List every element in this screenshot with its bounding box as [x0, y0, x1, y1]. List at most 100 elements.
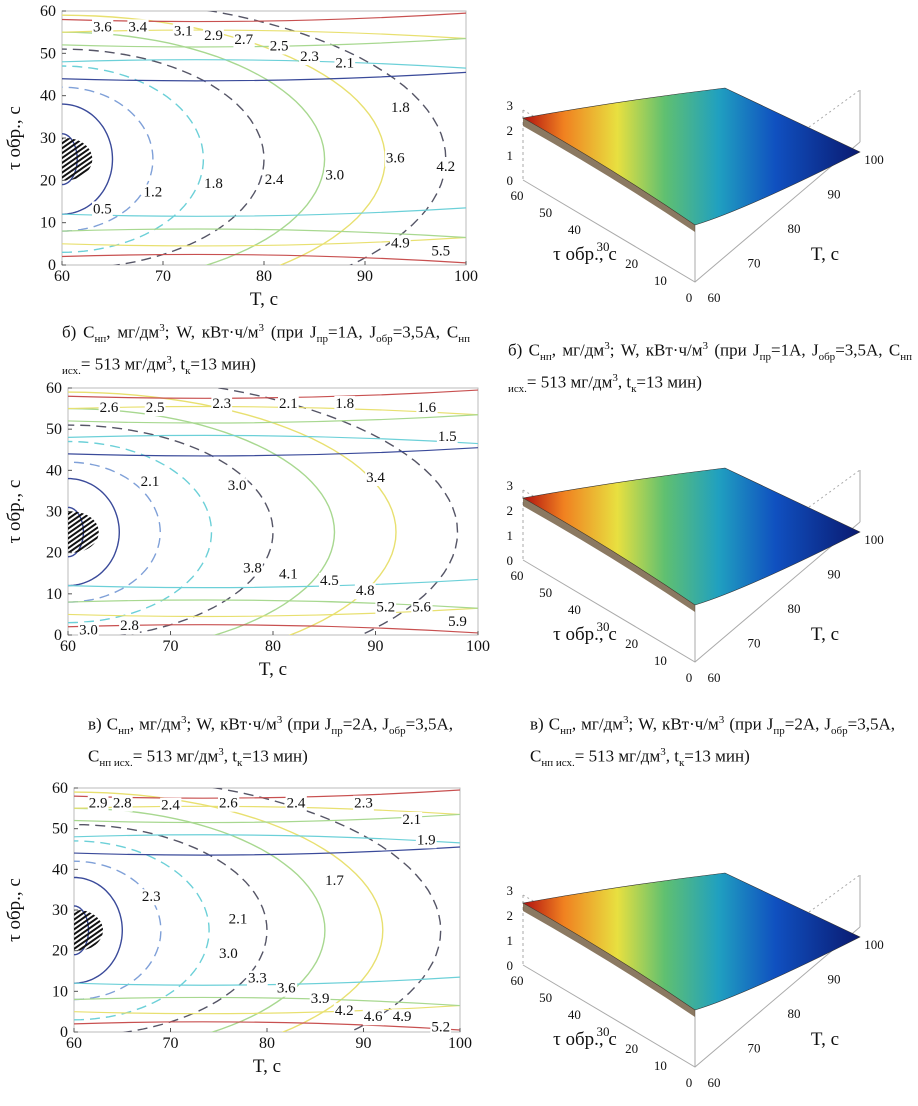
contour-label: 2.1 — [279, 396, 298, 412]
contour-label-bg — [211, 395, 233, 412]
contour-plot-a: 3.6 3.4 3.1 2.9 2.7 2.5 2.3 2.1 0.5 1.2 1.8 2.4 3.0 3… — [4, 3, 478, 310]
contour-label-bg — [233, 32, 255, 49]
contour-label: 1.9 — [417, 832, 436, 848]
caption-part: в) С — [530, 714, 561, 734]
x-tick-label: 70 — [748, 256, 761, 271]
contour-label: 3.6 — [277, 981, 296, 997]
z-tick-label: 1 — [507, 148, 514, 163]
contour-label-bg — [218, 946, 239, 963]
caption-part: = 513 мг/дм — [526, 372, 613, 392]
contour-label-bg — [354, 583, 376, 600]
caption-b-right: б) Снп, мг/дм3; W, кВт·ч/м3 (при Jпр=1А,… — [508, 336, 912, 400]
caption-part: к — [631, 383, 637, 396]
contour-label: 5.2 — [376, 600, 395, 616]
caption-part: к — [236, 757, 243, 770]
contour-label-bg — [375, 599, 397, 616]
contour-line — [62, 59, 466, 69]
contour-label: 2.9 — [204, 28, 223, 44]
contour-line — [62, 236, 466, 247]
caption-part: =13 мин) — [636, 372, 702, 392]
caption-part: =2А, J — [342, 714, 390, 734]
y-tick-label: 0 — [60, 1024, 68, 1041]
y-tick-label: 0 — [686, 1075, 693, 1090]
y-tick-label: 50 — [52, 821, 68, 838]
contour-label: 2.1 — [335, 55, 354, 71]
contour-line — [62, 228, 466, 239]
contour-label-bg — [87, 795, 109, 812]
contour-label-bg — [430, 1019, 452, 1036]
contour-label-bg — [353, 795, 374, 812]
z-tick-label: 1 — [507, 528, 514, 543]
contour-label-bg — [389, 99, 411, 116]
z-tick-label: 2 — [507, 908, 514, 923]
caption-part: , t — [171, 354, 186, 374]
contour-label-bg — [78, 622, 99, 639]
contour-label-bg — [227, 911, 249, 928]
y-tick-label: 0 — [54, 627, 62, 644]
contour-label: 3.0 — [228, 478, 247, 494]
caption-part: 3 — [604, 340, 610, 352]
contour-label: 5.6 — [412, 600, 431, 616]
plot-area — [73, 787, 461, 1033]
y-tick-label: 40 — [568, 602, 581, 617]
caption-part: (при J — [724, 714, 774, 734]
y-tick-label: 30 — [52, 902, 68, 919]
contour-label-bg — [263, 171, 285, 188]
caption-part: обр — [389, 725, 406, 738]
contour-line — [68, 578, 478, 589]
contour-label-bg — [172, 23, 194, 40]
x-tick-label: 90 — [828, 972, 841, 987]
x-tick-label: 90 — [368, 638, 384, 655]
contour-label-bg — [92, 19, 114, 36]
caption-part: пр — [773, 725, 785, 738]
caption-part: пр — [759, 351, 772, 364]
caption-part: 3 — [702, 340, 709, 352]
caption-part: (при J — [264, 322, 317, 342]
contour-label: 1.2 — [144, 184, 163, 200]
caption-part: , мг/дм — [571, 714, 624, 734]
contour-label-bg — [324, 167, 346, 184]
caption-part: 3 — [166, 354, 172, 367]
z-tick-label: 0 — [507, 958, 514, 973]
x-tick-label: 70 — [155, 268, 171, 285]
contour-line — [62, 207, 466, 217]
caption-part: , t — [223, 746, 237, 766]
x-tick-label: 60 — [60, 638, 76, 655]
y-tick-label: 60 — [511, 568, 524, 583]
y-tick-label: 40 — [46, 462, 62, 479]
caption-part: 3 — [276, 714, 283, 726]
y-tick-label: 50 — [539, 990, 552, 1005]
contour-line — [62, 29, 466, 40]
y-tick-label: 40 — [568, 222, 581, 237]
contour-label-bg — [365, 470, 387, 487]
y-tick-label: 20 — [625, 636, 638, 651]
contour-line — [74, 807, 326, 1032]
y-axis-label: τ обр., с — [553, 624, 617, 645]
x-tick-label: 60 — [708, 670, 721, 685]
contour-line — [62, 31, 326, 265]
contour-label-bg — [436, 428, 458, 445]
contour-label: 3.9 — [311, 991, 330, 1007]
y-tick-label: 20 — [40, 172, 56, 189]
contour-label-bg — [160, 797, 182, 814]
contour-label: 2.9 — [89, 796, 108, 812]
contour-label: 4.8 — [356, 583, 375, 599]
contour-label-bg — [92, 201, 113, 218]
x-axis-label: T, с — [811, 244, 839, 265]
contour-labels: 2.6 2.5 2.3 2.1 1.8 1.61.5 2.1 3.0 3.4 3.8 4.1 4.5 4… — [78, 395, 468, 639]
x-tick-label: 80 — [259, 1035, 275, 1052]
contour-line — [68, 440, 213, 624]
caption-part: нп исх. — [99, 757, 133, 770]
y-axis-label: τ обр., с — [553, 244, 617, 265]
contour-label-bg — [362, 1009, 385, 1026]
caption-part: в) С — [88, 714, 119, 734]
x-tick-label: 80 — [256, 268, 272, 285]
caption-part: нп исх. — [541, 757, 575, 770]
caption-part: пр — [316, 333, 329, 346]
z-tick-label: 2 — [507, 123, 514, 138]
surface — [522, 872, 861, 1011]
x-tick-label: 60 — [66, 1035, 82, 1052]
caption-part: =3,5А, С — [835, 340, 901, 360]
caption-part: =3,5А, С — [88, 714, 453, 766]
x-tick-label: 100 — [466, 638, 490, 655]
